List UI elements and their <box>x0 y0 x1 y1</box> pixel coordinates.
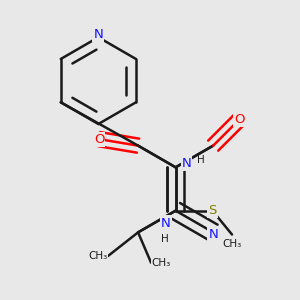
Text: N: N <box>182 157 191 170</box>
Text: H: H <box>161 234 169 244</box>
Text: O: O <box>94 133 104 146</box>
Text: N: N <box>94 28 103 41</box>
Text: CH₃: CH₃ <box>88 251 108 261</box>
Text: CH₃: CH₃ <box>151 258 170 268</box>
Text: CH₃: CH₃ <box>222 239 242 250</box>
Text: H: H <box>197 155 205 165</box>
Text: S: S <box>208 204 217 217</box>
Text: N: N <box>161 217 171 230</box>
Text: O: O <box>234 113 244 126</box>
Text: N: N <box>208 228 218 241</box>
